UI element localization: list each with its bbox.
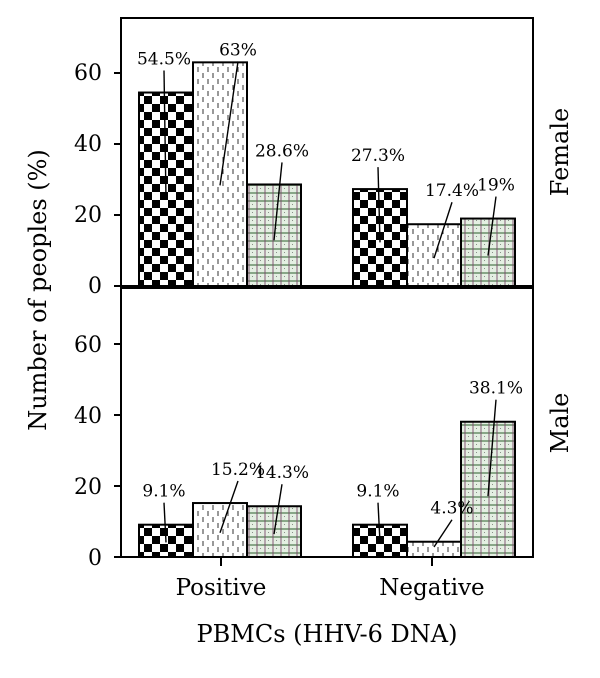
y-tick-label: 60 [74, 61, 102, 86]
data-label: 4.3% [430, 499, 473, 519]
y-tick-label: 40 [74, 132, 102, 157]
data-label: 27.3% [351, 146, 405, 166]
bar [192, 502, 248, 559]
y-tick-marks [114, 72, 121, 558]
label-leader-line [163, 502, 167, 543]
x-category-label: Positive [176, 575, 267, 601]
data-label: 9.1% [142, 482, 185, 502]
y-tick-label: 0 [88, 546, 102, 571]
label-leader-line [273, 484, 283, 535]
bar [460, 420, 516, 558]
y-tick-label: 40 [74, 404, 102, 429]
y-axis-bottom: 0 20 40 60 [74, 333, 102, 571]
data-label: 9.1% [356, 482, 399, 502]
bars-layer [138, 61, 516, 559]
bar [406, 223, 462, 287]
data-label: 28.6% [255, 141, 309, 161]
y-axis-title: Number of peoples (%) [24, 149, 52, 431]
data-labels-layer: 54.5% 27.3% 63% 17.4% 28.6% 19% 9.1% 9.1% 15.2% 4… [137, 41, 523, 548]
data-label: 19% [477, 176, 515, 196]
data-label: 15.2% [211, 460, 265, 480]
panel-frame-bottom [120, 287, 534, 558]
y-axis-top: 0 20 40 60 [74, 61, 102, 299]
label-leader-line [163, 70, 167, 199]
panel-label-male: Male [546, 393, 574, 454]
label-leader-line [487, 196, 497, 256]
y-tick-label: 20 [74, 475, 102, 500]
y-tick-label: 20 [74, 203, 102, 228]
y-tick-label: 0 [88, 274, 102, 299]
x-category-label: Negative [379, 575, 484, 601]
data-label: 54.5% [137, 50, 191, 70]
data-label: 17.4% [425, 181, 479, 201]
y-tick-label: 60 [74, 333, 102, 358]
label-leader-line [487, 399, 497, 497]
panel-label-female: Female [546, 108, 574, 197]
bar [192, 61, 248, 287]
label-leader-line [377, 502, 381, 543]
label-leader-line [433, 519, 453, 548]
label-leader-line [219, 61, 239, 186]
data-label: 14.3% [255, 463, 309, 483]
label-leader-line [273, 162, 283, 241]
data-label: 38.1% [469, 379, 523, 399]
x-axis-title: PBMCs (HHV-6 DNA) [197, 620, 458, 648]
bar [406, 540, 462, 558]
label-leader-line [433, 202, 453, 259]
panel-frame-top [120, 17, 534, 287]
x-tick-marks [220, 557, 433, 566]
label-leader-line [377, 167, 381, 243]
label-leader-line [219, 480, 239, 533]
data-label: 63% [219, 41, 257, 61]
